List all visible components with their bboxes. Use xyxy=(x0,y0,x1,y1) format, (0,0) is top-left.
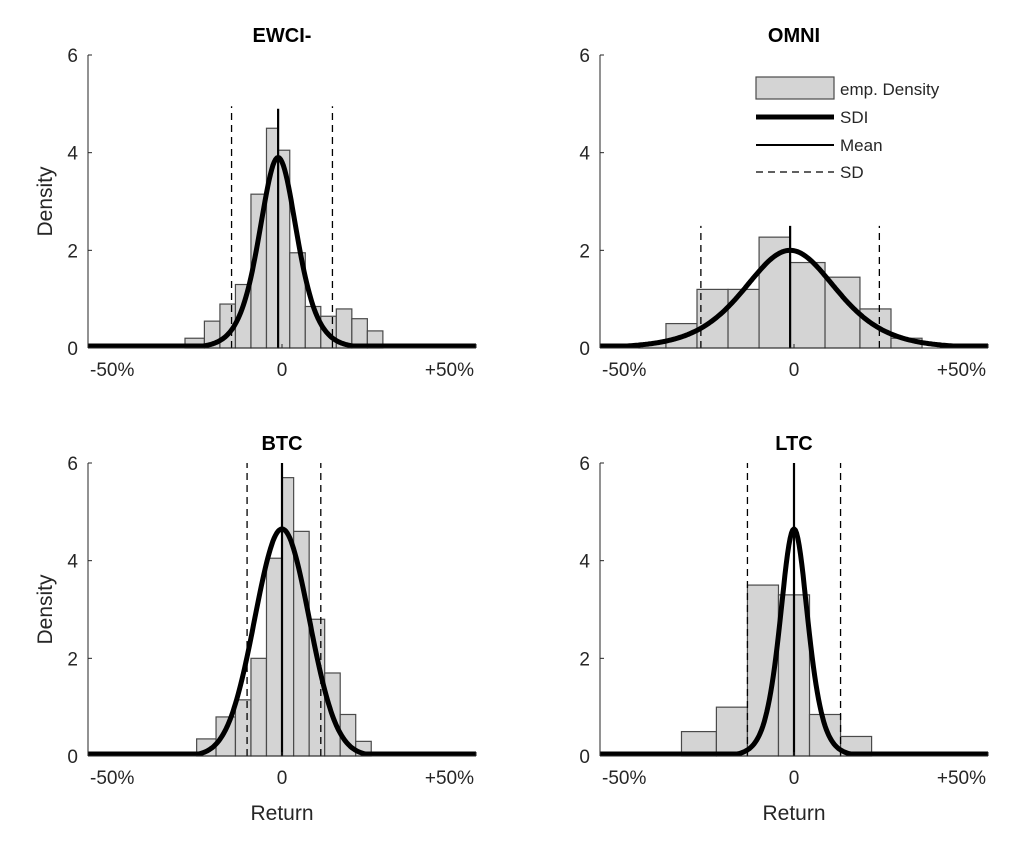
x-tick-label: 0 xyxy=(789,768,800,789)
x-tick-label: +50% xyxy=(937,768,986,789)
panel-btc: 0 2 4 6 -50% 0 +50% BTC Density Return xyxy=(34,433,478,825)
y-tick-label: 6 xyxy=(579,454,590,475)
legend-swatch-emp-density xyxy=(755,76,835,100)
y-tick-label: 6 xyxy=(579,46,590,67)
y-axis-label: Density xyxy=(34,166,57,237)
panel-title: LTC xyxy=(775,433,812,455)
x-tick-label: -50% xyxy=(602,360,646,381)
x-tick-label: +50% xyxy=(425,360,474,381)
y-tick-label: 2 xyxy=(579,649,590,670)
sdi-curve xyxy=(598,526,990,757)
y-tick-label: 2 xyxy=(67,241,78,262)
x-axis-label: Return xyxy=(762,802,825,825)
x-tick-label: -50% xyxy=(90,768,134,789)
legend-label-mean: Mean xyxy=(840,136,883,155)
panel-omni: 0 2 4 6 -50% 0 +50% OMNI xyxy=(579,25,990,381)
y-tick-label: 0 xyxy=(579,339,590,360)
panel-title: OMNI xyxy=(768,25,820,47)
x-tick-label: -50% xyxy=(90,360,134,381)
sdi-curve xyxy=(86,526,478,757)
histogram-bar xyxy=(281,477,295,757)
panel-title: EWCI- xyxy=(253,25,312,47)
histogram-bar xyxy=(727,288,760,349)
x-tick-label: 0 xyxy=(277,360,288,381)
y-tick-label: 2 xyxy=(579,241,590,262)
legend-label-sd: SD xyxy=(840,163,864,182)
y-tick-label: 0 xyxy=(67,339,78,360)
x-tick-label: -50% xyxy=(602,768,646,789)
y-tick-label: 2 xyxy=(67,649,78,670)
x-tick-label: 0 xyxy=(277,768,288,789)
y-axis-label: Density xyxy=(34,574,57,645)
legend-label-emp-density: emp. Density xyxy=(840,80,940,99)
x-tick-label: +50% xyxy=(937,360,986,381)
legend-label-sdi: SDI xyxy=(840,108,868,127)
sdi-curve xyxy=(598,247,990,349)
y-tick-label: 0 xyxy=(579,747,590,768)
histogram-bar xyxy=(250,657,268,757)
x-tick-label: 0 xyxy=(789,360,800,381)
y-tick-label: 6 xyxy=(67,454,78,475)
panel-ltc: 0 2 4 6 -50% 0 +50% LTC Return xyxy=(579,433,990,825)
panel-ewci: 0 2 4 6 -50% 0 +50% EWCI- Density xyxy=(34,25,478,381)
histogram-bar xyxy=(824,276,861,349)
histogram-bar xyxy=(234,699,252,757)
sdi-curve xyxy=(86,155,478,349)
y-tick-label: 4 xyxy=(67,144,78,165)
x-tick-label: +50% xyxy=(425,768,474,789)
y-tick-label: 6 xyxy=(67,46,78,67)
histogram-bar xyxy=(715,706,749,757)
histogram-bar xyxy=(265,557,283,757)
y-tick-label: 0 xyxy=(67,747,78,768)
histogram-bar xyxy=(789,261,826,349)
x-axis-label: Return xyxy=(250,802,313,825)
y-tick-label: 4 xyxy=(579,144,590,165)
legend: emp. Density SDI Mean SD xyxy=(755,76,940,182)
y-tick-label: 4 xyxy=(67,552,78,573)
panel-title: BTC xyxy=(261,433,302,455)
y-tick-label: 4 xyxy=(579,552,590,573)
